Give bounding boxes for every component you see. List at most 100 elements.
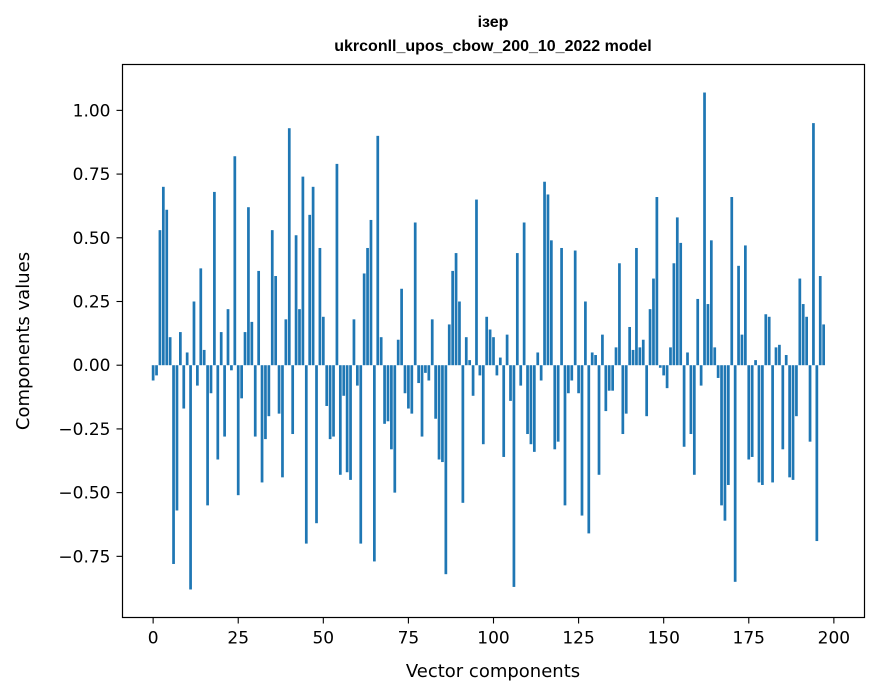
bar-142 — [635, 247, 638, 366]
bar-76 — [410, 365, 414, 414]
x-tick-label: 100 — [477, 629, 509, 649]
bar-156 — [682, 365, 686, 447]
bar-58 — [349, 365, 352, 480]
bar-190 — [798, 278, 802, 366]
bar-5 — [168, 337, 172, 366]
bar-183 — [774, 347, 778, 366]
bar-79 — [420, 365, 424, 437]
bar-103 — [502, 365, 506, 457]
bar-145 — [645, 365, 649, 417]
bar-170 — [730, 197, 734, 366]
bar-130 — [594, 355, 597, 366]
bar-187 — [788, 365, 791, 478]
bar-146 — [648, 309, 652, 366]
bar-173 — [740, 334, 744, 366]
bar-28 — [247, 207, 250, 366]
bar-21 — [223, 365, 226, 437]
bar-143 — [638, 347, 642, 366]
bar-90 — [458, 301, 461, 366]
bar-18 — [213, 191, 216, 366]
bar-188 — [791, 365, 795, 480]
bar-1 — [155, 365, 158, 376]
bar-46 — [308, 214, 312, 366]
x-tick-label: 200 — [818, 629, 850, 649]
bar-54 — [335, 163, 339, 366]
bar-194 — [812, 123, 815, 366]
bar-88 — [451, 270, 455, 366]
bar-31 — [257, 270, 261, 366]
bar-180 — [764, 314, 768, 366]
bar-35 — [270, 230, 274, 366]
bar-115 — [543, 181, 546, 366]
y-tick-label: 0.75 — [73, 165, 111, 185]
bar-113 — [536, 352, 540, 366]
bar-85 — [441, 365, 444, 463]
bar-174 — [744, 245, 747, 366]
bar-91 — [461, 365, 465, 503]
bar-61 — [359, 365, 363, 544]
bar-99 — [488, 329, 492, 366]
bar-96 — [478, 365, 482, 376]
bar-158 — [689, 365, 693, 435]
bar-172 — [737, 265, 740, 366]
bar-179 — [761, 365, 764, 485]
bar-56 — [342, 365, 346, 396]
bar-52 — [328, 365, 332, 440]
bar-3 — [161, 186, 165, 366]
bar-17 — [209, 365, 213, 394]
bar-49 — [318, 247, 322, 366]
bar-104 — [505, 334, 509, 366]
bar-105 — [509, 365, 512, 401]
bar-87 — [447, 324, 451, 366]
bar-102 — [498, 357, 502, 366]
bar-149 — [658, 365, 662, 368]
bar-12 — [192, 301, 196, 366]
bar-33 — [264, 365, 267, 440]
bar-124 — [573, 250, 577, 366]
bar-55 — [338, 365, 342, 475]
bar-20 — [219, 332, 223, 366]
x-tick-label: 175 — [733, 629, 765, 649]
bars-group — [151, 92, 826, 590]
bar-162 — [703, 92, 706, 366]
bar-127 — [584, 301, 587, 366]
bar-101 — [495, 365, 499, 376]
bar-186 — [784, 355, 788, 366]
bar-36 — [274, 276, 278, 366]
bar-34 — [267, 365, 271, 417]
bar-9 — [182, 365, 186, 409]
bar-71 — [393, 365, 397, 493]
bar-125 — [577, 365, 580, 394]
bar-138 — [621, 365, 625, 435]
bar-97 — [481, 365, 485, 445]
bar-131 — [597, 365, 601, 475]
bar-80 — [424, 365, 427, 373]
bar-74 — [403, 365, 407, 394]
x-tick-label: 25 — [227, 629, 249, 649]
bar-68 — [383, 365, 386, 424]
bar-160 — [696, 298, 700, 366]
bar-72 — [396, 339, 400, 366]
y-tick-label: 0.50 — [73, 229, 111, 249]
bar-2 — [158, 230, 162, 366]
bar-109 — [522, 222, 526, 366]
bar-95 — [475, 199, 478, 366]
bar-23 — [230, 365, 233, 371]
bar-119 — [556, 365, 560, 442]
bar-29 — [250, 321, 254, 366]
bar-184 — [778, 344, 781, 366]
bar-7 — [175, 365, 179, 511]
bar-27 — [243, 332, 247, 366]
bar-39 — [284, 319, 288, 366]
bar-152 — [669, 347, 672, 366]
bar-83 — [434, 365, 437, 419]
bar-135 — [611, 365, 614, 391]
bar-11 — [189, 365, 192, 590]
bar-44 — [301, 176, 305, 366]
chart-title-line2: ukrconll_upos_cbow_200_10_2022 model — [334, 38, 651, 55]
bar-132 — [601, 334, 604, 366]
bar-78 — [417, 365, 420, 384]
bar-59 — [352, 319, 356, 366]
x-axis: 0 25 50 75 100 125 150 175 200 — [148, 617, 850, 649]
bar-77 — [413, 222, 417, 366]
